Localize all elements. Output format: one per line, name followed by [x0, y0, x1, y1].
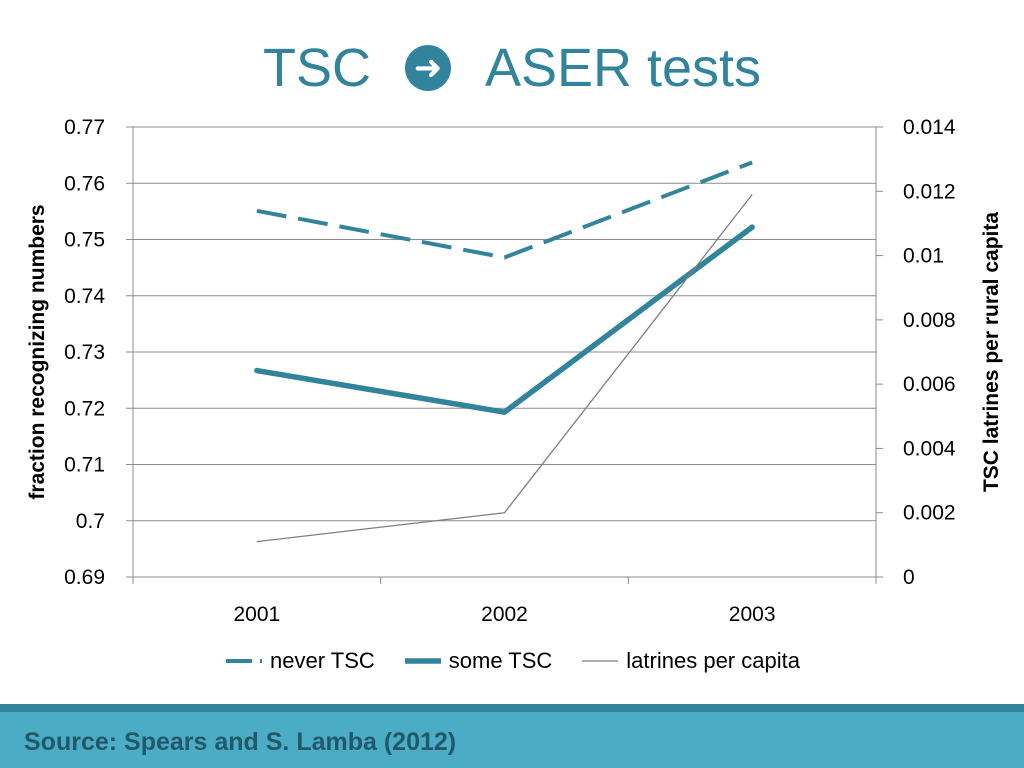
- source-citation: Source: Spears and S. Lamba (2012): [24, 728, 457, 756]
- series-line-latrines-per-capita: [256, 194, 753, 543]
- y2-tick-label: 0.006: [903, 373, 956, 396]
- y2-tick-label: 0.012: [903, 180, 956, 203]
- legend-swatch: [582, 660, 619, 662]
- y-tick-label: 0.72: [64, 397, 105, 420]
- slide-title: TSC ➜ ASER tests: [0, 28, 1024, 108]
- legend-item: some TSC: [403, 648, 553, 674]
- y2-tick-label: 0: [903, 566, 915, 589]
- y2-tick-label: 0.004: [903, 437, 956, 460]
- y2-tick-label: 0.01: [903, 245, 944, 268]
- y2-tick-label: 0.002: [903, 502, 956, 525]
- circled-right-arrow-icon: ➜: [404, 45, 451, 91]
- y-axis-title: fraction recognizing numbers: [26, 204, 49, 499]
- legend-label: some TSC: [448, 648, 553, 673]
- title-right-text: ASER tests: [484, 38, 762, 98]
- line-chart: 0.69 0.7 0.71 0.72 0.73 0.74 0.75 0.76 0.77 0 0.00…: [26, 116, 1003, 626]
- x-tick-label: 2002: [481, 603, 528, 626]
- series-lines: [254, 160, 755, 543]
- y-tick-label: 0.74: [64, 285, 105, 308]
- y-tick-label: 0.71: [64, 454, 105, 477]
- y-tick-label: 0.73: [64, 341, 105, 364]
- y-tick-label: 0.7: [76, 510, 105, 533]
- gridlines: [133, 126, 876, 522]
- x-tick-label: 2001: [233, 603, 280, 626]
- y2-tick-label: 0.014: [903, 116, 956, 139]
- footer-band: Source: Spears and S. Lamba (2012): [0, 704, 1024, 768]
- y2-tick-label: 0.008: [903, 309, 956, 332]
- legend-swatch: [404, 658, 441, 664]
- y-tick-label: 0.69: [64, 566, 105, 589]
- series-line-some-tsc: [254, 224, 755, 415]
- y-tick-label: 0.76: [64, 172, 105, 195]
- y2-axis-title: TSC latrines per rural capita: [980, 212, 1003, 492]
- axis-labels: 0.69 0.7 0.71 0.72 0.73 0.74 0.75 0.76 0.77 0 0.00…: [26, 116, 1003, 626]
- legend-swatch: [226, 659, 263, 663]
- chart-legend: never TSC some TSC latrines per capita: [0, 644, 1024, 678]
- series-line-never-tsc: [256, 160, 753, 260]
- y-tick-label: 0.75: [64, 229, 105, 252]
- x-tick-label: 2003: [729, 603, 776, 626]
- y-tick-label: 0.77: [64, 116, 105, 139]
- legend-label: latrines per capita: [626, 648, 800, 673]
- legend-item: latrines per capita: [580, 648, 800, 674]
- title-left-text: TSC: [262, 38, 371, 98]
- legend-item: never TSC: [224, 648, 375, 674]
- axes: [126, 126, 883, 584]
- legend-label: never TSC: [270, 648, 375, 673]
